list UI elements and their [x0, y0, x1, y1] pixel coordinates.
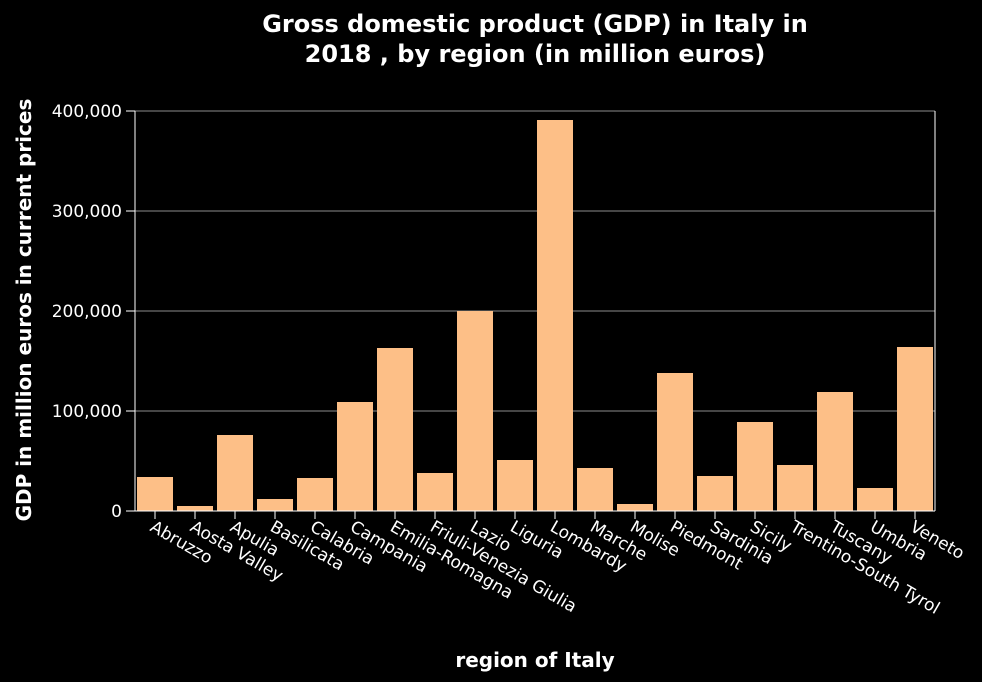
axes	[126, 110, 936, 519]
bar	[577, 468, 613, 511]
bar	[257, 499, 293, 511]
bar	[857, 488, 893, 511]
bars	[137, 120, 933, 511]
bar	[897, 347, 933, 511]
y-tick-label: 0	[111, 502, 122, 522]
bar	[617, 504, 653, 511]
x-axis-title: region of Italy	[455, 648, 614, 672]
y-tick-label: 400,000	[52, 102, 122, 122]
y-axis-title: GDP in million euros in current prices	[12, 99, 36, 522]
bar	[537, 120, 573, 511]
bar	[817, 392, 853, 511]
bar	[377, 348, 413, 511]
bar	[777, 465, 813, 511]
bar	[457, 311, 493, 511]
bar	[297, 478, 333, 511]
bar	[697, 476, 733, 511]
bar	[177, 506, 213, 511]
bar	[497, 460, 533, 511]
bar	[737, 422, 773, 511]
bar	[657, 373, 693, 511]
bar	[337, 402, 373, 511]
y-tick-label: 300,000	[52, 202, 122, 222]
bar	[217, 435, 253, 511]
y-tick-label: 100,000	[52, 402, 122, 422]
y-tick-labels: 0 100,000 200,000 300,000 400,000	[52, 102, 122, 522]
chart-title-line-2: 2018 , by region (in million euros)	[305, 40, 766, 68]
grid-lines	[135, 110, 935, 412]
chart-title-line-1: Gross domestic product (GDP) in Italy in	[262, 10, 808, 38]
bar	[137, 477, 173, 511]
y-tick-label: 200,000	[52, 302, 122, 322]
bar	[417, 473, 453, 511]
